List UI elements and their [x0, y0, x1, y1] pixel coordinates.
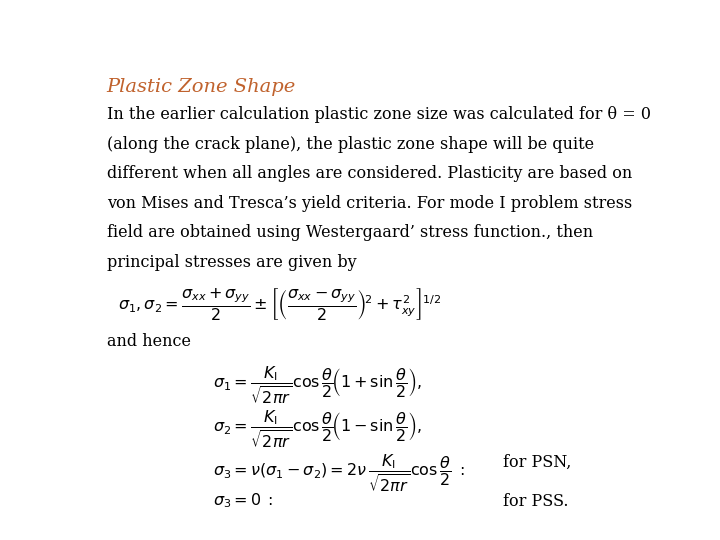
Text: $\sigma_3 = 0\;:$: $\sigma_3 = 0\;:$: [213, 491, 274, 510]
Text: $\sigma_1 = \dfrac{K_{\mathrm{I}}}{\sqrt{2\pi r}}\cos\dfrac{\theta}{2}\!\left(1 : $\sigma_1 = \dfrac{K_{\mathrm{I}}}{\sqrt…: [213, 364, 422, 406]
Text: $\sigma_3 = \nu(\sigma_1 - \sigma_2) = 2\nu\,\dfrac{K_{\mathrm{I}}}{\sqrt{2\pi r: $\sigma_3 = \nu(\sigma_1 - \sigma_2) = 2…: [213, 452, 464, 494]
Text: principal stresses are given by: principal stresses are given by: [107, 254, 356, 271]
Text: and hence: and hence: [107, 333, 191, 350]
Text: for PSN,: for PSN,: [503, 454, 571, 471]
Text: different when all angles are considered. Plasticity are based on: different when all angles are considered…: [107, 165, 632, 183]
Text: Plastic Zone Shape: Plastic Zone Shape: [107, 78, 296, 96]
Text: for PSS.: for PSS.: [503, 494, 568, 510]
Text: $\sigma_1, \sigma_2 = \dfrac{\sigma_{xx} + \sigma_{yy}}{2} \pm\left[\left(\dfrac: $\sigma_1, \sigma_2 = \dfrac{\sigma_{xx}…: [118, 286, 441, 322]
Text: von Mises and Tresca’s yield criteria. For mode I problem stress: von Mises and Tresca’s yield criteria. F…: [107, 195, 632, 212]
Text: field are obtained using Westergaard’ stress function., then: field are obtained using Westergaard’ st…: [107, 225, 593, 241]
Text: (along the crack plane), the plastic zone shape will be quite: (along the crack plane), the plastic zon…: [107, 136, 594, 153]
Text: In the earlier calculation plastic zone size was calculated for θ = 0: In the earlier calculation plastic zone …: [107, 106, 651, 123]
Text: $\sigma_2 = \dfrac{K_{\mathrm{I}}}{\sqrt{2\pi r}}\cos\dfrac{\theta}{2}\!\left(1 : $\sigma_2 = \dfrac{K_{\mathrm{I}}}{\sqrt…: [213, 408, 422, 450]
